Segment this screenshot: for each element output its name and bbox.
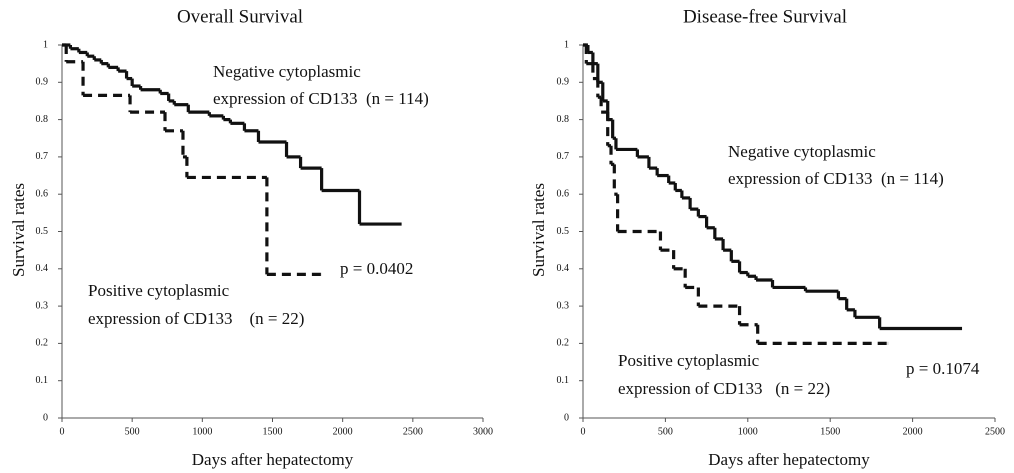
y-tick-label: 0.1 [557,375,570,386]
y-tick-label: 0.6 [557,188,570,199]
y-axis-title: Survival rates [529,183,548,277]
y-tick-label: 0.8 [36,114,49,125]
chart-title: Disease-free Survival [683,6,847,27]
annotation: Positive cytoplasmic [618,351,760,370]
y-tick-label: 0.1 [36,375,49,386]
x-tick-label: 3000 [473,426,493,437]
y-tick-label: 0.7 [36,151,49,162]
x-axis-title: Days after hepatectomy [708,450,870,469]
y-tick-label: 1 [564,39,569,50]
x-tick-label: 2000 [333,426,353,437]
annotation: expression of CD133 (n = 114) [728,169,944,188]
annotation: expression of CD133 (n = 22) [88,309,304,328]
annotation: p = 0.0402 [340,259,413,278]
y-tick-label: 0.8 [557,114,570,125]
annotation: p = 0.1074 [906,359,980,378]
annotation: Negative cytoplasmic [213,62,361,81]
x-tick-label: 2500 [403,426,423,437]
y-tick-label: 0.6 [36,188,49,199]
y-tick-label: 0.3 [36,300,49,311]
x-tick-label: 0 [581,426,586,437]
y-tick-label: 0.2 [557,338,570,349]
y-tick-label: 1 [43,39,48,50]
y-tick-label: 0.4 [36,263,49,274]
y-tick-label: 0.5 [36,226,49,237]
annotation: expression of CD133 (n = 114) [213,89,429,108]
y-tick-label: 0.4 [557,263,570,274]
x-tick-label: 1500 [263,426,283,437]
y-tick-label: 0.9 [557,77,570,88]
chart-title: Overall Survival [177,6,303,27]
y-tick-label: 0.5 [557,226,570,237]
x-tick-label: 1500 [820,426,840,437]
y-tick-label: 0.7 [557,151,570,162]
x-tick-label: 1000 [192,426,212,437]
annotation: Negative cytoplasmic [728,142,876,161]
y-tick-label: 0 [564,412,569,423]
y-axis-title: Survival rates [9,183,28,277]
x-tick-label: 2500 [985,426,1005,437]
y-tick-label: 0 [43,412,48,423]
x-tick-label: 1000 [738,426,758,437]
x-tick-label: 2000 [903,426,923,437]
annotation: Positive cytoplasmic [88,281,230,300]
x-tick-label: 0 [60,426,65,437]
y-tick-label: 0.9 [36,77,49,88]
x-axis-title: Days after hepatectomy [192,450,354,469]
x-tick-label: 500 [658,426,673,437]
y-tick-label: 0.3 [557,300,570,311]
y-tick-label: 0.2 [36,338,49,349]
annotation: expression of CD133 (n = 22) [618,379,830,398]
x-tick-label: 500 [125,426,140,437]
